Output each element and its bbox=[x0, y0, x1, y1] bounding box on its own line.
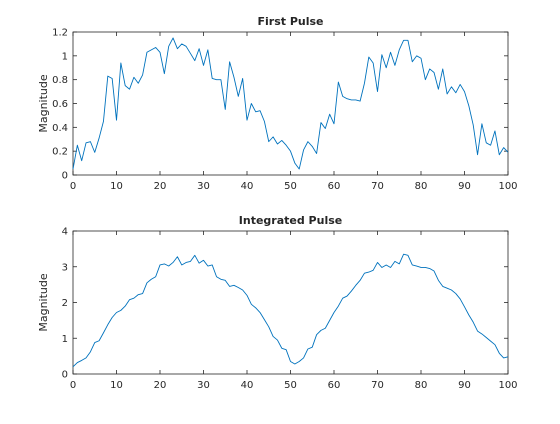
x-tick-label: 30 bbox=[197, 181, 210, 192]
x-tick-label: 80 bbox=[415, 181, 428, 192]
x-tick-label: 80 bbox=[415, 380, 428, 391]
y-tick-label: 0 bbox=[62, 171, 68, 182]
axes-box bbox=[72, 31, 509, 176]
x-tick-label: 20 bbox=[154, 380, 167, 391]
x-tick-label: 60 bbox=[328, 380, 341, 391]
x-tick-label: 60 bbox=[328, 181, 341, 192]
x-tick-label: 50 bbox=[284, 380, 297, 391]
axes-box bbox=[72, 230, 509, 375]
x-tick-label: 100 bbox=[498, 380, 517, 391]
y-tick-label: 1.2 bbox=[52, 28, 68, 39]
axes-first-pulse: 0 10 20 30 40 50 60 70 80 90 100 0 0.2 0.4 0.6 0.8 1 1.2 F… bbox=[37, 15, 518, 192]
x-tick-label: 20 bbox=[154, 181, 167, 192]
x-tick-label: 50 bbox=[284, 181, 297, 192]
x-tick-label: 0 bbox=[70, 181, 76, 192]
plot-title: First Pulse bbox=[257, 15, 323, 28]
y-tick-label: 1 bbox=[62, 334, 68, 345]
x-tick-label: 30 bbox=[197, 380, 210, 391]
y-tick-label: 0.6 bbox=[52, 99, 68, 110]
y-tick-label: 3 bbox=[62, 262, 68, 273]
y-tick-label: 0.2 bbox=[52, 147, 68, 158]
y-tick-label: 0.8 bbox=[52, 75, 68, 86]
x-tick-label: 90 bbox=[458, 181, 471, 192]
y-tick-label: 1 bbox=[62, 51, 68, 62]
series-line bbox=[72, 37, 509, 170]
plot-title: Integrated Pulse bbox=[239, 214, 342, 227]
y-tick-label: 0 bbox=[62, 370, 68, 381]
x-tick-label: 100 bbox=[498, 181, 517, 192]
x-tick-label: 40 bbox=[241, 380, 254, 391]
x-tick-label: 70 bbox=[371, 181, 384, 192]
x-tick-label: 10 bbox=[110, 380, 123, 391]
y-tick-label: 2 bbox=[62, 298, 68, 309]
x-tick-label: 90 bbox=[458, 380, 471, 391]
y-axis-label: Magnitude bbox=[37, 273, 50, 332]
x-tick-label: 0 bbox=[70, 380, 76, 391]
x-tick-label: 70 bbox=[371, 380, 384, 391]
y-tick-label: 4 bbox=[62, 227, 68, 238]
x-tick-label: 10 bbox=[110, 181, 123, 192]
y-axis-label: Magnitude bbox=[37, 74, 50, 133]
series-line bbox=[72, 253, 509, 368]
y-tick-label: 0.4 bbox=[52, 123, 68, 134]
x-tick-label: 40 bbox=[241, 181, 254, 192]
axes-integrated-pulse: 0 10 20 30 40 50 60 70 80 90 100 0 1 2 3 4 Integrated Pu… bbox=[37, 214, 518, 391]
